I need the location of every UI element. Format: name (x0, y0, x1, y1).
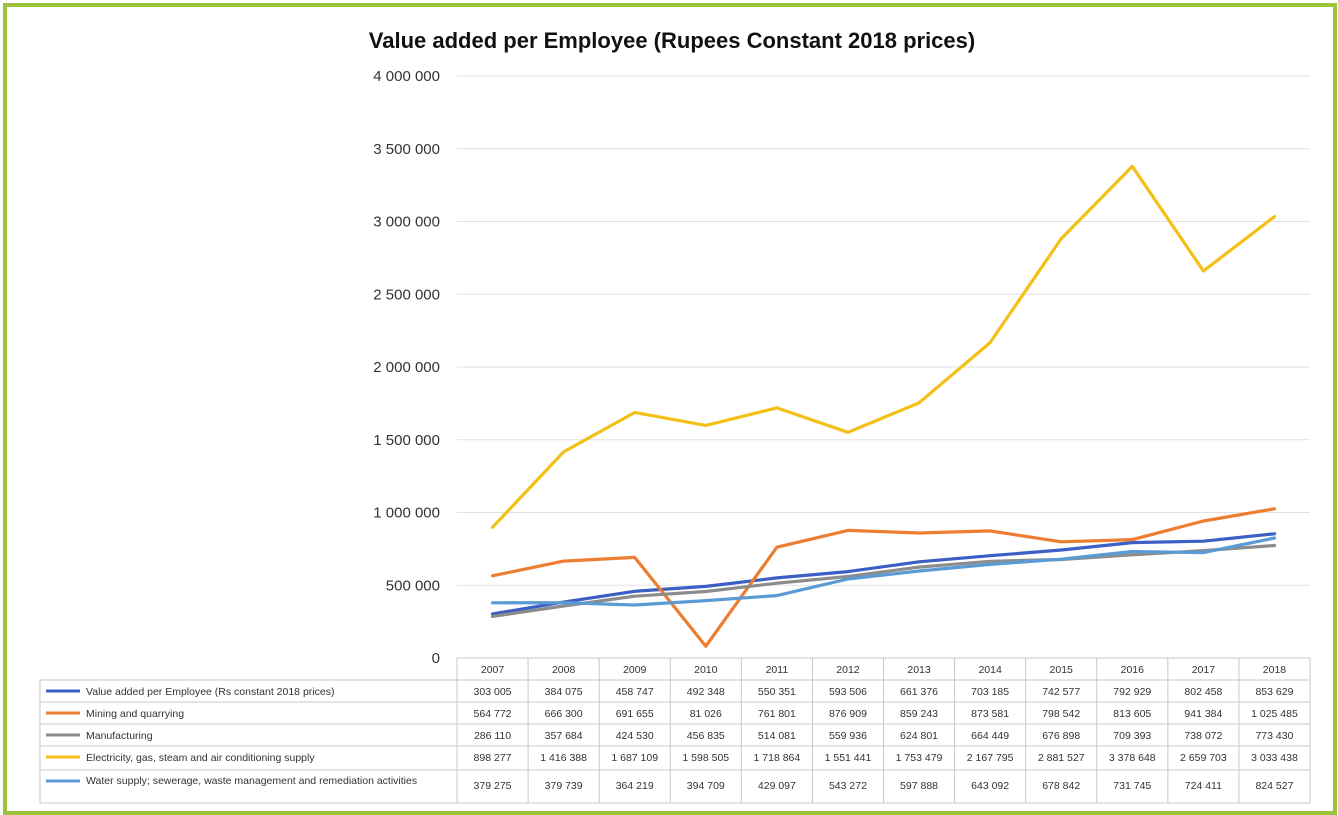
data-label: 678 842 (1042, 780, 1080, 792)
data-label: 624 801 (900, 730, 938, 742)
data-label: 731 745 (1113, 780, 1151, 792)
data-label: 559 936 (829, 730, 867, 742)
data-label: 761 801 (758, 708, 796, 720)
data-label: 738 072 (1184, 730, 1222, 742)
data-label: 853 629 (1255, 686, 1293, 698)
data-label: 1 416 388 (540, 752, 587, 764)
data-label: 1 025 485 (1251, 708, 1298, 720)
x-tick-label: 2013 (907, 664, 931, 676)
y-tick-label: 3 000 000 (373, 214, 440, 231)
x-tick-label: 2007 (481, 664, 505, 676)
data-label: 3 033 438 (1251, 752, 1298, 764)
data-label: 357 684 (545, 730, 583, 742)
data-label: 691 655 (616, 708, 654, 720)
data-label: 2 881 527 (1038, 752, 1085, 764)
data-label: 458 747 (616, 686, 654, 698)
data-label: 1 718 864 (754, 752, 801, 764)
y-tick-label: 500 000 (386, 577, 440, 594)
y-tick-label: 2 500 000 (373, 286, 440, 303)
data-label: 286 110 (474, 730, 511, 742)
data-label: 303 005 (474, 686, 512, 698)
data-label: 3 378 648 (1109, 752, 1156, 764)
data-label: 676 898 (1042, 730, 1080, 742)
data-label: 564 772 (474, 708, 512, 720)
x-tick-label: 2011 (766, 664, 789, 676)
x-tick-label: 2015 (1050, 664, 1074, 676)
data-label: 492 348 (687, 686, 725, 698)
data-label: 1 551 441 (825, 752, 872, 764)
x-tick-label: 2010 (694, 664, 718, 676)
data-label: 543 272 (829, 780, 867, 792)
data-label: 597 888 (900, 780, 938, 792)
legend-label: Mining and quarrying (86, 708, 184, 720)
series-line (490, 536, 1277, 607)
data-label: 941 384 (1184, 708, 1222, 720)
data-label: 792 929 (1113, 686, 1151, 698)
data-label: 593 506 (829, 686, 867, 698)
data-label: 813 605 (1113, 708, 1151, 720)
data-label: 2 659 703 (1180, 752, 1227, 764)
series-line (490, 532, 1277, 616)
data-label: 364 219 (616, 780, 654, 792)
data-label: 643 092 (971, 780, 1009, 792)
chart-title: Value added per Employee (Rupees Constan… (369, 28, 975, 53)
chart-frame (3, 3, 1337, 815)
legend-label: Manufacturing (86, 730, 153, 742)
data-label: 424 530 (616, 730, 654, 742)
x-tick-label: 2018 (1263, 664, 1287, 676)
data-label: 898 277 (474, 752, 512, 764)
data-label: 798 542 (1042, 708, 1080, 720)
data-label: 514 081 (758, 730, 796, 742)
y-tick-label: 1 000 000 (373, 505, 440, 522)
data-label: 394 709 (687, 780, 725, 792)
legend-label: Value added per Employee (Rs constant 20… (86, 686, 334, 698)
series-line (490, 164, 1277, 529)
data-label: 384 075 (545, 686, 583, 698)
data-label: 859 243 (900, 708, 938, 720)
x-tick-label: 2016 (1121, 664, 1145, 676)
x-tick-label: 2014 (978, 664, 1002, 676)
y-tick-label: 2 000 000 (373, 359, 440, 376)
data-label: 742 577 (1042, 686, 1080, 698)
series-line (490, 507, 1277, 648)
data-label: 773 430 (1255, 730, 1293, 742)
data-label: 2 167 795 (967, 752, 1014, 764)
data-label: 824 527 (1255, 780, 1293, 792)
data-label: 81 026 (690, 708, 722, 720)
y-tick-label: 4 000 000 (373, 68, 440, 85)
data-label: 1 598 505 (682, 752, 729, 764)
data-label: 429 097 (758, 780, 796, 792)
data-label: 876 909 (829, 708, 867, 720)
y-tick-label: 3 500 000 (373, 141, 440, 158)
data-label: 664 449 (971, 730, 1009, 742)
data-label: 379 275 (474, 780, 512, 792)
legend-label: Water supply; sewerage, waste management… (86, 775, 417, 787)
x-tick-label: 2017 (1192, 664, 1216, 676)
x-tick-label: 2009 (623, 664, 647, 676)
data-label: 873 581 (971, 708, 1009, 720)
data-label: 666 300 (545, 708, 583, 720)
x-tick-label: 2008 (552, 664, 576, 676)
y-tick-label: 1 500 000 (373, 432, 440, 449)
y-tick-label: 0 (432, 650, 440, 667)
x-tick-label: 2012 (836, 664, 860, 676)
data-label: 802 458 (1184, 686, 1222, 698)
legend-label: Electricity, gas, steam and air conditio… (86, 752, 315, 764)
data-label: 379 739 (545, 780, 583, 792)
data-label: 456 835 (687, 730, 725, 742)
series-line (490, 543, 1277, 619)
data-label: 550 351 (758, 686, 796, 698)
data-label: 724 411 (1185, 780, 1222, 792)
data-label: 703 185 (971, 686, 1009, 698)
data-label: 1 687 109 (611, 752, 658, 764)
data-label: 661 376 (900, 686, 938, 698)
data-label: 709 393 (1113, 730, 1151, 742)
data-label: 1 753 479 (896, 752, 943, 764)
